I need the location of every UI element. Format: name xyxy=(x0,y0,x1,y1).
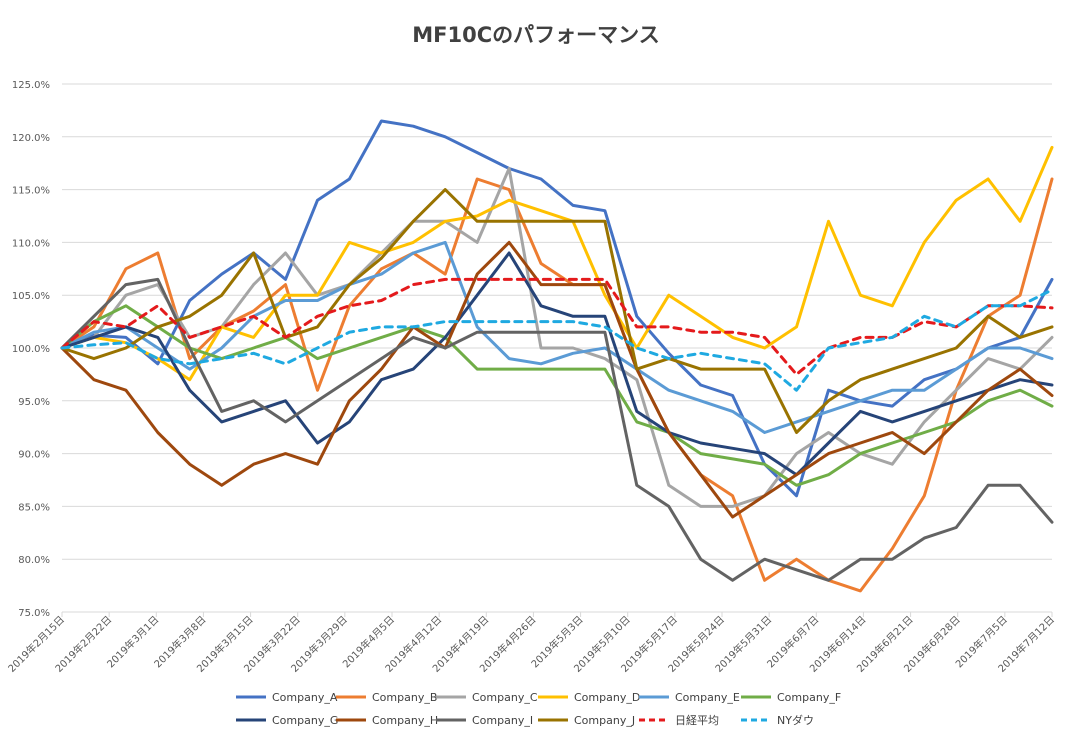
legend-label: Company_C xyxy=(472,691,538,704)
legend-label: Company_H xyxy=(372,714,438,727)
series-line-7 xyxy=(60,251,1054,477)
x-axis-ticks: 2019年2月15日2019年2月22日2019年3月1日2019年3月8日20… xyxy=(5,612,1057,675)
series-line-5 xyxy=(60,240,1054,434)
legend-label: Company_J xyxy=(574,714,635,727)
series-line-1 xyxy=(60,119,1054,498)
series-line-11 xyxy=(60,277,1054,376)
legend-label: NYダウ xyxy=(777,713,814,727)
legend: Company_A Company_B Company_C Company_D Comp… xyxy=(236,691,841,727)
y-tick-label: 105.0% xyxy=(12,291,50,302)
series-line-10 xyxy=(60,188,1054,434)
series-line-9 xyxy=(60,277,1054,582)
legend-label: Company_E xyxy=(675,691,740,704)
series-lines xyxy=(60,119,1054,593)
y-tick-label: 100.0% xyxy=(12,344,50,355)
series-line-12 xyxy=(60,288,1054,392)
y-tick-label: 95.0% xyxy=(18,397,50,408)
legend-label: Company_G xyxy=(272,714,338,727)
y-tick-label: 120.0% xyxy=(12,133,50,144)
y-tick-label: 75.0% xyxy=(18,608,50,619)
y-tick-label: 90.0% xyxy=(18,450,50,461)
y-tick-label: 80.0% xyxy=(18,555,50,566)
series-line-8 xyxy=(60,240,1054,519)
y-tick-label: 115.0% xyxy=(12,186,50,197)
legend-label: Company_D xyxy=(574,691,640,704)
chart-title: MF10Cのパフォーマンス xyxy=(412,23,659,47)
y-axis-ticks: 75.0% 80.0% 85.0% 90.0% 95.0% 100.0% 105.0% 110… xyxy=(12,80,50,619)
y-tick-label: 85.0% xyxy=(18,502,50,513)
legend-label: Company_I xyxy=(472,714,533,727)
legend-label: Company_F xyxy=(777,691,841,704)
series-line-3 xyxy=(60,167,1054,508)
legend-label: Company_B xyxy=(372,691,437,704)
y-tick-label: 125.0% xyxy=(12,80,50,91)
legend-label: Company_A xyxy=(272,691,338,704)
y-tick-label: 110.0% xyxy=(12,238,50,249)
series-line-4 xyxy=(60,145,1054,382)
series-line-2 xyxy=(60,177,1054,593)
legend-label: 日経平均 xyxy=(675,714,719,727)
